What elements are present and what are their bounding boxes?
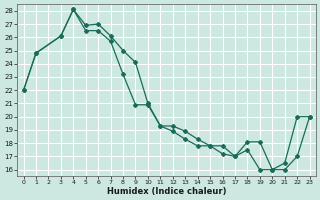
X-axis label: Humidex (Indice chaleur): Humidex (Indice chaleur) <box>107 187 226 196</box>
